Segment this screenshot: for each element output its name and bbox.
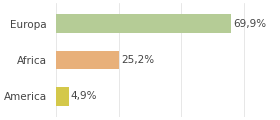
Bar	[56, 51, 119, 69]
Text: 69,9%: 69,9%	[233, 18, 266, 29]
Bar	[56, 14, 231, 33]
Text: 25,2%: 25,2%	[122, 55, 155, 65]
Text: 4,9%: 4,9%	[71, 91, 97, 102]
Bar	[56, 87, 69, 106]
